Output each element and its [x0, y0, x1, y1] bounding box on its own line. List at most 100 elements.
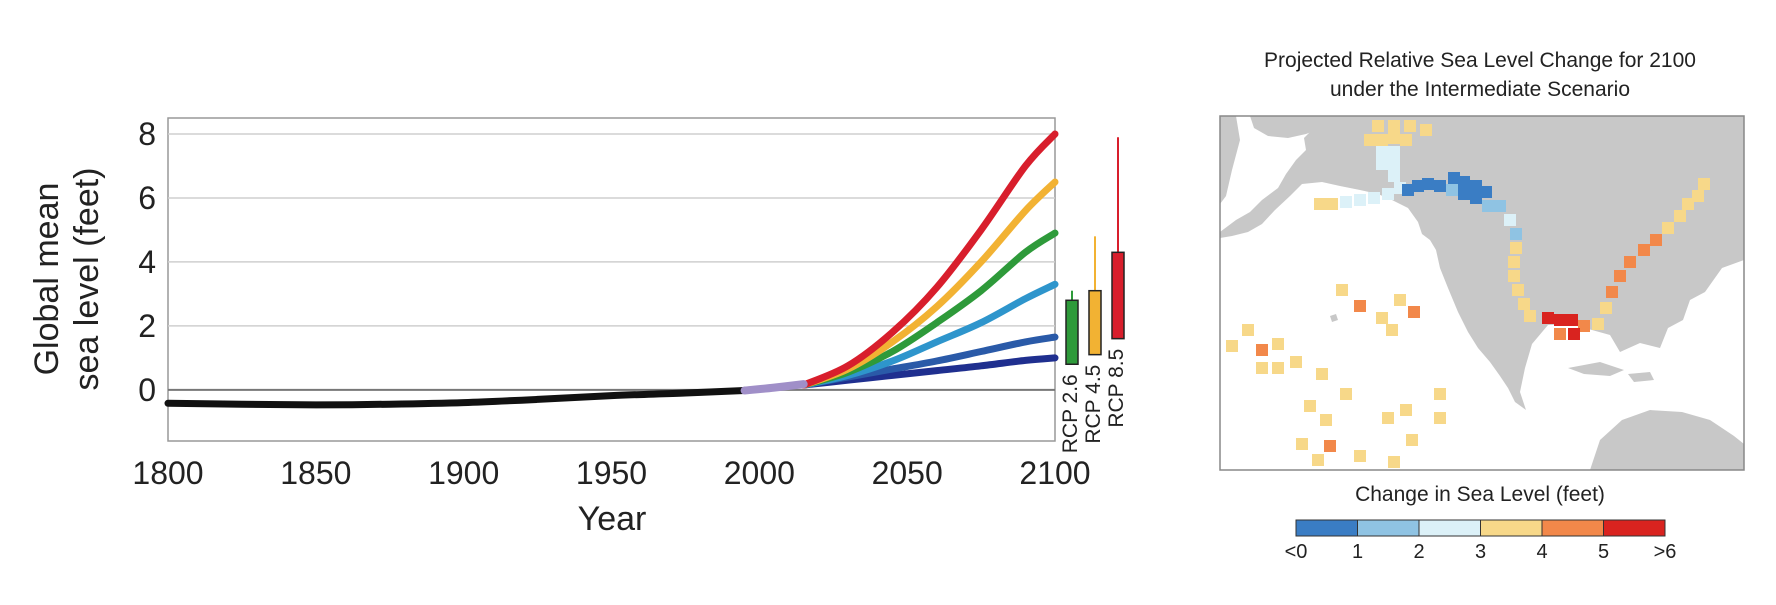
sea-level-cell — [1256, 362, 1268, 374]
y-tick-label: 2 — [138, 308, 156, 344]
sea-level-cell — [1354, 300, 1366, 312]
range-box — [1065, 299, 1079, 365]
cuba-island — [1568, 362, 1624, 376]
plot-area — [167, 117, 1056, 442]
sea-level-cell — [1674, 210, 1686, 222]
sea-level-cell — [1312, 454, 1324, 466]
sea-level-cell — [1404, 120, 1416, 132]
sea-level-cell — [1304, 400, 1316, 412]
map-title-line-1: Projected Relative Sea Level Change for … — [1264, 49, 1696, 72]
legend-swatch — [1295, 519, 1358, 537]
sea-level-cell — [1508, 256, 1520, 268]
map-frame — [1219, 115, 1745, 471]
sea-level-cell — [1340, 196, 1352, 208]
y-tick-label: 8 — [138, 116, 156, 152]
sea-level-cell — [1386, 324, 1398, 336]
x-tick-label: 2100 — [1019, 455, 1090, 491]
sea-level-cell — [1650, 234, 1662, 246]
sea-level-cell — [1376, 134, 1388, 146]
y-gridlines — [168, 133, 1055, 391]
sea-level-cell — [1382, 412, 1394, 424]
sea-level-cell — [1524, 310, 1536, 322]
sea-level-cell — [1458, 176, 1470, 188]
legend-label: <0 — [1285, 541, 1308, 563]
sea-level-cell — [1324, 440, 1336, 452]
sea-level-cell — [1388, 146, 1400, 158]
sea-level-cell — [1578, 320, 1590, 332]
x-tick-label: 2050 — [872, 455, 943, 491]
y-tick-label: 6 — [138, 180, 156, 216]
sea-level-cell — [1336, 284, 1348, 296]
sea-level-cell — [1512, 284, 1524, 296]
sea-level-cell — [1662, 222, 1674, 234]
rcp-range-bars: RCP 2.6 RCP 4.5 RCP 8.5 — [1059, 137, 1128, 453]
relative-sea-level-map: Projected Relative Sea Level Change for … — [1219, 49, 1745, 563]
sea-level-cell — [1406, 434, 1418, 446]
sea-level-cell — [1394, 294, 1406, 306]
sea-level-cell — [1382, 188, 1394, 200]
sea-level-cell — [1388, 120, 1400, 132]
y-axis-label: Global mean sea level (feet) — [28, 168, 106, 391]
sea-level-cell — [1326, 198, 1338, 210]
sea-level-cell — [1290, 356, 1302, 368]
sea-level-cell — [1638, 244, 1650, 256]
sea-level-cell — [1388, 170, 1400, 182]
x-tick-label: 2000 — [724, 455, 795, 491]
sea-level-cell — [1692, 190, 1704, 202]
sea-level-cell — [1434, 180, 1446, 192]
projection-lines — [164, 130, 1059, 409]
north-america-landmass — [1220, 116, 1744, 410]
greenland-landmass — [1620, 116, 1744, 190]
sea-level-cell — [1494, 200, 1506, 212]
sea-level-cell — [1272, 362, 1284, 374]
sea-level-cell — [1592, 318, 1604, 330]
sea-level-cell — [1470, 180, 1482, 192]
range-label: RCP 8.5 — [1105, 349, 1128, 428]
sea-level-cell — [1510, 242, 1522, 254]
sea-level-cell — [1388, 456, 1400, 468]
sea-level-cell — [1296, 438, 1308, 450]
legend-label: >6 — [1654, 541, 1677, 563]
sea-level-cell — [1388, 158, 1400, 170]
x-tick-label: 1850 — [280, 455, 351, 491]
sea-level-cell — [1568, 328, 1580, 340]
legend-label: 5 — [1598, 541, 1609, 563]
legend-label: 1 — [1352, 541, 1363, 563]
x-axis-label: Year — [578, 500, 647, 538]
sea-level-cell — [1372, 120, 1384, 132]
sea-level-cell — [1376, 312, 1388, 324]
sea-level-cell — [1542, 312, 1554, 324]
sea-level-cell — [1600, 302, 1612, 314]
sea-level-cell — [1614, 270, 1626, 282]
sea-level-change-cells — [1226, 120, 1710, 468]
map-title-line-2: under the Intermediate Scenario — [1330, 78, 1630, 101]
map-content — [1220, 116, 1744, 470]
sea-level-cell — [1458, 188, 1470, 200]
y-axis-label-line-1: Global mean — [28, 183, 66, 376]
sea-level-cell — [1518, 298, 1530, 310]
sea-level-cell — [1364, 134, 1376, 146]
sea-level-cell — [1354, 450, 1366, 462]
range-box — [1111, 251, 1125, 340]
legend-label: 3 — [1475, 541, 1486, 563]
sea-level-cell — [1554, 314, 1566, 326]
sea-level-cell — [1402, 184, 1414, 196]
sea-level-cell — [1422, 178, 1434, 190]
sea-level-cell — [1400, 134, 1412, 146]
sea-level-cell — [1682, 198, 1694, 210]
south-america-landmass — [1590, 410, 1744, 470]
x-tick-label: 1950 — [576, 455, 647, 491]
legend-swatch — [1357, 519, 1420, 537]
color-legend: <0 1 2 3 4 5 >6 — [1285, 519, 1677, 563]
sea-level-cell — [1624, 256, 1636, 268]
sea-level-cell — [1320, 414, 1332, 426]
sea-level-cell — [1566, 314, 1578, 326]
sea-level-cell — [1480, 186, 1492, 198]
historical-line — [164, 387, 749, 409]
sea-level-cell — [1504, 214, 1516, 226]
sea-level-cell — [1272, 338, 1284, 350]
sea-level-cell — [1554, 328, 1566, 340]
sea-level-cell — [1400, 404, 1412, 416]
